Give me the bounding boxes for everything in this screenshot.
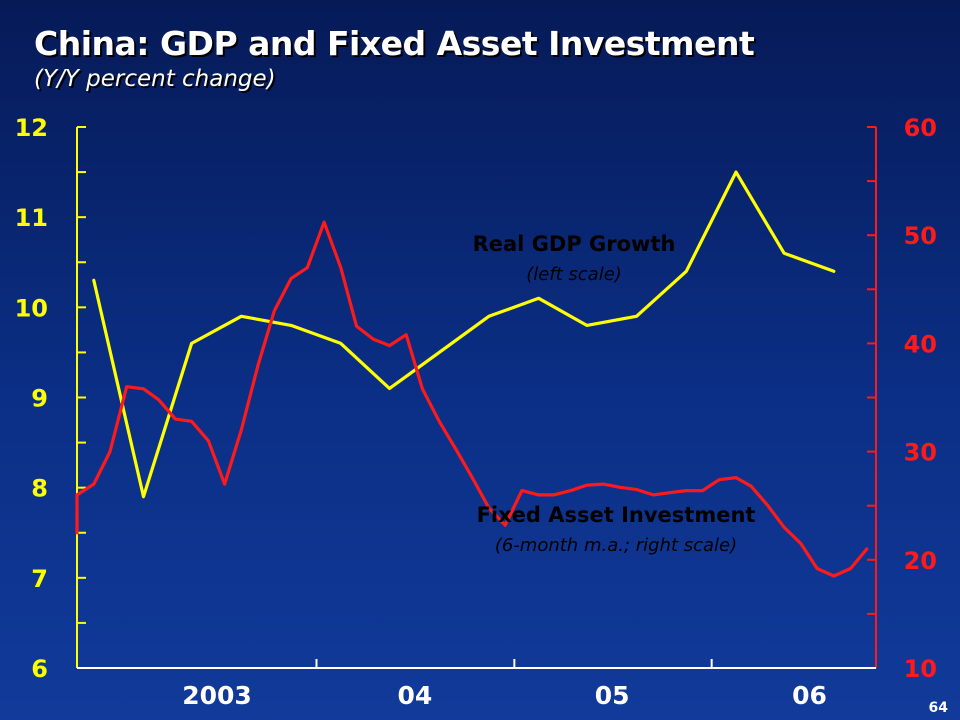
- chart-subtitle: (Y/Y percent change): [34, 66, 276, 92]
- left-axis-tick-label: 9: [31, 385, 48, 413]
- left-axis-tick-label: 8: [31, 475, 48, 503]
- fai-line: [75, 220, 869, 578]
- fai-series-note: (6-month m.a.; right scale): [495, 535, 737, 556]
- x-axis-tick-label: 04: [397, 681, 432, 710]
- left-axis-tick-label: 10: [15, 294, 48, 322]
- series-lines: [75, 170, 869, 578]
- right-axis-tick-label: 30: [904, 439, 937, 467]
- right-axis-tick-label: 50: [904, 222, 937, 250]
- right-axis-tick-label: 10: [904, 655, 937, 683]
- x-axis-tick-label: 05: [595, 681, 630, 710]
- x-axis-tick-label: 2003: [182, 681, 252, 710]
- gdp-series-note: (left scale): [526, 264, 622, 285]
- right-axis-tick-label: 60: [904, 114, 937, 142]
- left-axis-tick-label: 12: [15, 114, 48, 142]
- left-axis-tick-label: 11: [15, 204, 48, 232]
- x-axis-tick-label: 06: [792, 681, 827, 710]
- right-axis-tick-label: 20: [904, 547, 937, 575]
- fai-series-label: Fixed Asset Investment: [477, 503, 756, 527]
- gdp-series-label: Real GDP Growth: [473, 232, 676, 256]
- gdp-growth-line: [92, 170, 836, 499]
- axes-group: 6 7 8 9 10 11 12 10 20 30 40 50 60 2003 04 05 06: [15, 114, 937, 710]
- left-axis-tick-label: 6: [31, 655, 48, 683]
- right-axis-tick-label: 40: [904, 330, 937, 358]
- chart-title: China: GDP and Fixed Asset Investment: [34, 24, 755, 63]
- left-axis-tick-label: 7: [31, 565, 48, 593]
- page-number: 64: [928, 700, 948, 716]
